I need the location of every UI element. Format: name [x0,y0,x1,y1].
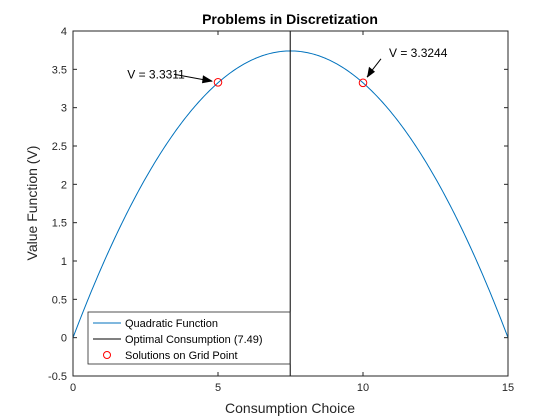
legend-label-quadratic: Quadratic Function [125,318,218,330]
grid-point-marker [213,77,223,87]
y-tick-label: 1.5 [52,218,67,230]
x-axis-label: Consumption Choice [225,400,355,416]
annotation-right-label: V = 3.3244 [389,46,448,60]
y-tick-label: 2.5 [52,141,67,153]
annotation-left-arrowhead [202,75,213,84]
legend-box [87,311,291,365]
annotation-left-label: V = 3.3311 [127,67,185,81]
grid-point-marker [358,78,368,88]
y-tick-label: 3.5 [52,64,67,76]
y-tick-label: 1 [61,256,67,268]
annotation-right-arrowhead [367,66,375,78]
x-tick-label: 0 [70,382,76,394]
y-tick-label: 2 [61,179,67,191]
y-tick-label: 4 [61,26,67,38]
plot-frame [72,30,509,377]
x-axis-ticks: 0 5 10 15 [70,31,514,394]
y-tick-label: 3 [61,103,67,115]
legend-swatch-grid-points [103,351,111,359]
legend-label-grid-points: Solutions on Grid Point [125,350,238,362]
x-tick-label: 10 [357,382,369,394]
y-axis-label: Value Function (V) [24,146,40,261]
annotation-layer: V = 3.3311 V = 3.3244 [127,46,448,84]
y-tick-label: 0.5 [52,294,67,306]
chart-title: Problems in Discretization [202,11,378,27]
y-tick-label: -0.5 [48,371,67,383]
y-tick-label: 0 [61,333,67,345]
x-tick-label: 5 [215,382,221,394]
legend-label-optimal: Optimal Consumption (7.49) [125,334,263,346]
x-tick-label: 15 [502,382,514,394]
legend: Quadratic Function Optimal Consumption (… [87,311,291,365]
y-axis-ticks: -0.5 0 0.5 1 1.5 2 2.5 3 3.5 4 [48,26,508,383]
